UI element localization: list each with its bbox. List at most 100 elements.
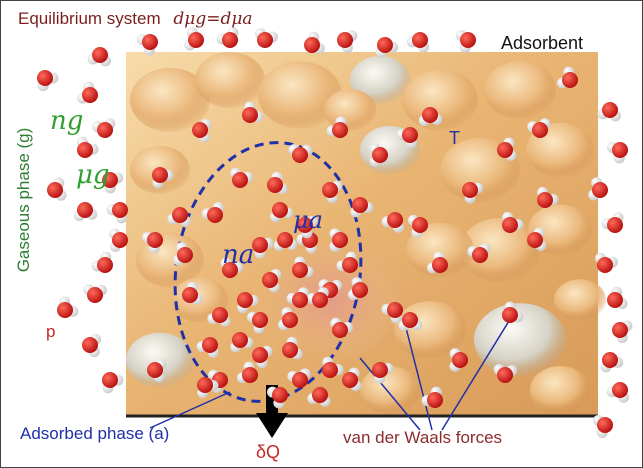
- oxygen-atom: [188, 32, 204, 48]
- water-molecule: [372, 362, 394, 384]
- oxygen-atom: [342, 372, 358, 388]
- oxygen-atom: [497, 367, 513, 383]
- water-molecule: [286, 287, 309, 308]
- water-molecule: [329, 228, 348, 252]
- water-molecule: [607, 286, 628, 310]
- water-molecule: [91, 251, 113, 273]
- oxygen-atom: [112, 202, 128, 218]
- water-molecule: [606, 142, 628, 164]
- oxygen-atom: [142, 34, 158, 50]
- water-molecule: [83, 284, 107, 303]
- oxygen-atom: [562, 72, 578, 88]
- water-molecule: [606, 382, 630, 403]
- water-molecule: [82, 333, 102, 358]
- oxygen-atom: [252, 237, 268, 253]
- water-molecule: [267, 171, 288, 195]
- oxygen-atom: [57, 302, 73, 318]
- oxygen-atom: [282, 342, 298, 358]
- oxygen-atom: [607, 217, 623, 233]
- water-molecule: [322, 356, 344, 378]
- water-molecule: [196, 337, 219, 358]
- water-molecule: [421, 386, 443, 408]
- water-molecule: [237, 292, 259, 314]
- water-molecule: [601, 212, 624, 233]
- oxygen-atom: [82, 87, 98, 103]
- water-molecule: [246, 311, 268, 334]
- oxygen-atom: [372, 147, 388, 163]
- oxygen-atom: [147, 232, 163, 248]
- oxygen-atom: [592, 182, 608, 198]
- water-molecule: [192, 118, 212, 143]
- oxygen-atom: [277, 232, 293, 248]
- water-molecule: [252, 345, 273, 369]
- oxygen-atom: [267, 177, 283, 193]
- oxygen-atom: [222, 32, 238, 48]
- water-molecule: [292, 256, 314, 278]
- oxygen-atom: [352, 197, 368, 213]
- water-molecule: [347, 277, 368, 301]
- water-molecule: [173, 242, 193, 266]
- oxygen-atom: [377, 37, 393, 53]
- water-molecule: [77, 81, 98, 104]
- title-equation: dμg=dμa: [173, 9, 253, 29]
- oxygen-atom: [422, 107, 438, 123]
- water-molecule: [76, 136, 99, 158]
- oxygen-atom: [537, 192, 553, 208]
- water-molecule: [369, 143, 388, 167]
- oxygen-atom: [172, 207, 188, 223]
- water-molecule: [197, 377, 219, 399]
- oxygen-atom: [527, 232, 543, 248]
- water-molecule: [242, 101, 264, 123]
- water-molecule: [147, 359, 167, 383]
- oxygen-atom: [242, 367, 258, 383]
- water-molecule: [597, 102, 621, 122]
- oxygen-atom: [352, 282, 368, 298]
- water-molecule: [267, 386, 288, 409]
- water-molecule: [236, 361, 258, 384]
- water-molecule: [612, 320, 633, 344]
- water-molecule: [307, 387, 331, 407]
- water-molecule: [381, 212, 404, 233]
- water-molecule: [262, 268, 282, 293]
- water-molecule: [375, 37, 399, 58]
- oxygen-atom: [612, 382, 628, 398]
- water-molecule: [109, 228, 128, 252]
- oxygen-atom: [232, 332, 248, 348]
- oxygen-atom: [272, 387, 288, 403]
- water-molecule: [152, 167, 174, 189]
- water-molecule: [493, 364, 518, 383]
- water-molecule: [306, 287, 329, 308]
- oxygen-atom: [97, 122, 113, 138]
- water-molecule: [278, 307, 298, 331]
- oxygen-atom: [212, 307, 228, 323]
- water-molecule: [230, 332, 254, 353]
- water-molecule: [287, 368, 311, 388]
- pointer-lines: [149, 315, 513, 431]
- water-molecule: [322, 180, 343, 204]
- water-molecule: [336, 251, 358, 273]
- water-molecule: [201, 202, 224, 223]
- oxygen-atom: [112, 232, 128, 248]
- oxygen-atom: [257, 32, 273, 48]
- oxygen-atom: [597, 257, 613, 273]
- water-molecule: [254, 27, 278, 48]
- oxygen-atom: [292, 147, 308, 163]
- water-molecule: [527, 227, 547, 251]
- water-molecule: [92, 118, 116, 138]
- oxygen-atom: [412, 32, 428, 48]
- oxygen-atom: [607, 292, 623, 308]
- mu-a-label: μa: [293, 206, 323, 234]
- oxygen-atom: [612, 322, 628, 338]
- water-molecule: [182, 281, 203, 305]
- oxygen-atom: [427, 392, 443, 408]
- water-molecule: [467, 243, 491, 263]
- adsorbent-label: Adsorbent: [501, 33, 584, 53]
- gaseous-phase-label: Gaseous phase (g): [14, 127, 33, 273]
- water-molecule: [167, 207, 191, 227]
- pressure-label: p: [46, 322, 56, 341]
- oxygen-atom: [182, 287, 198, 303]
- water-molecule: [462, 182, 484, 204]
- adsorbed-phase-label: Adsorbed phase (a): [20, 424, 170, 443]
- water-molecule: [557, 66, 578, 89]
